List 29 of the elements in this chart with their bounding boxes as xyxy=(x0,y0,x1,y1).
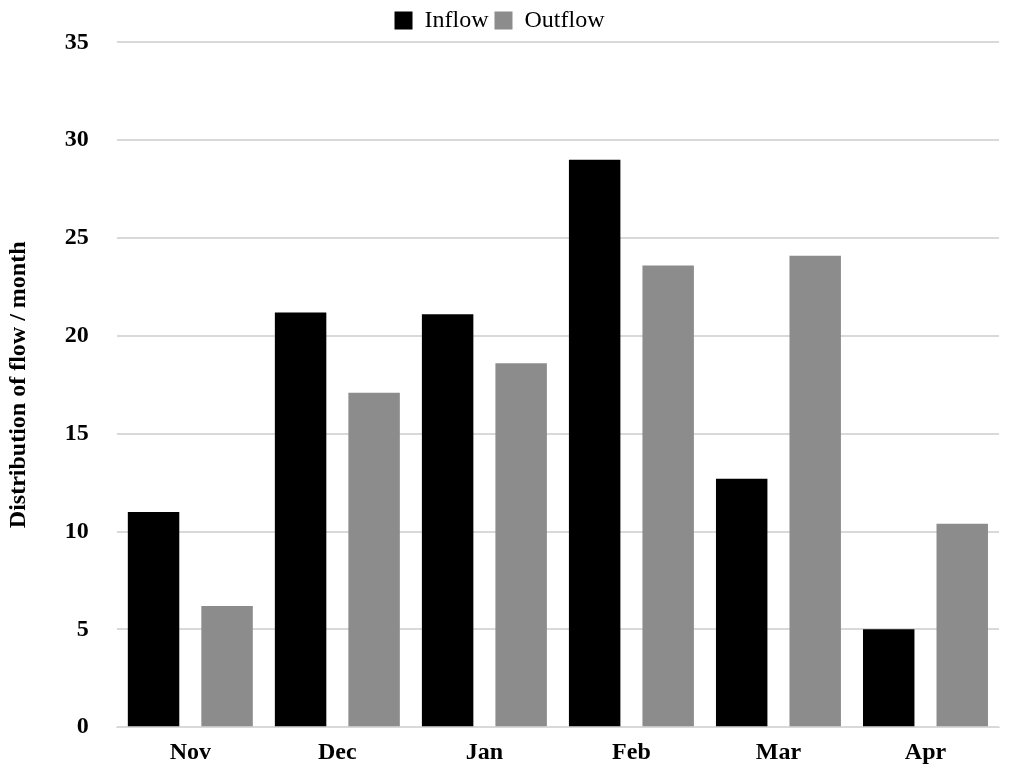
y-tick-label: 30 xyxy=(64,125,89,152)
y-tick-label: 10 xyxy=(64,516,89,543)
x-tick-label: Feb xyxy=(612,737,651,764)
bar xyxy=(421,314,474,727)
y-tick-label: 25 xyxy=(64,223,89,250)
bar xyxy=(568,159,621,727)
bar xyxy=(642,265,694,727)
y-tick-label: 15 xyxy=(64,418,89,445)
bar xyxy=(715,478,768,727)
bar xyxy=(936,523,988,727)
x-tick-label: Jan xyxy=(465,737,504,764)
bar xyxy=(862,629,915,727)
bar xyxy=(201,605,253,727)
bar xyxy=(348,392,400,727)
y-tick-label: 0 xyxy=(76,712,89,739)
x-tick-label: Dec xyxy=(318,737,358,764)
bar xyxy=(789,255,841,727)
legend-label: Inflow xyxy=(424,5,490,32)
y-tick-label: 20 xyxy=(64,321,89,348)
y-tick-label: 5 xyxy=(76,614,89,641)
y-axis-title: Distribution of flow / month xyxy=(3,241,30,529)
bar xyxy=(127,511,180,727)
legend-label: Outflow xyxy=(524,5,606,32)
x-tick-label: Apr xyxy=(904,737,947,764)
y-tick-label: 35 xyxy=(64,27,89,54)
bar xyxy=(495,363,547,727)
x-tick-label: Nov xyxy=(169,737,211,764)
bar xyxy=(274,312,327,727)
x-tick-label: Mar xyxy=(755,737,802,764)
